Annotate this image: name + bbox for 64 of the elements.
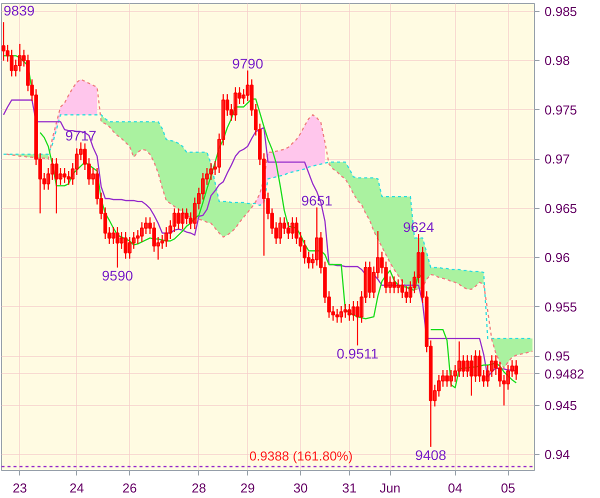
y-tick-label: 0.95	[544, 348, 570, 364]
candlestick	[445, 369, 449, 388]
y-tick-label: 0.965	[544, 200, 578, 216]
y-tick-label: 0.955	[544, 299, 578, 314]
annotation: 0.9511	[336, 345, 379, 362]
annotation: 9790	[232, 55, 264, 72]
annotation: 9624	[402, 219, 434, 236]
x-tick-label: 05	[500, 480, 516, 496]
y-tick-label: 0.97	[544, 152, 570, 167]
candlestick	[278, 216, 282, 244]
candlestick	[58, 167, 62, 186]
candlestick	[184, 208, 188, 225]
candlestick	[335, 308, 340, 324]
x-tick-label: 30	[293, 480, 308, 496]
candlestick	[176, 208, 180, 230]
candlestick	[352, 300, 356, 322]
x-tick-label: 23	[12, 480, 28, 496]
candlestick	[302, 239, 306, 264]
candlestick	[514, 360, 518, 380]
candlestick	[457, 340, 462, 378]
candlestick	[54, 158, 58, 214]
candlestick	[112, 226, 116, 244]
candlestick	[234, 86, 238, 122]
y-tick-label: 0.98	[544, 53, 570, 68]
y-tick-label: 0.96	[544, 250, 570, 266]
x-tick-label: 24	[70, 480, 84, 496]
candlestick	[116, 226, 120, 268]
candlestick	[2, 22, 6, 62]
candlestick	[286, 222, 290, 240]
ref-line-label: 0.9388 (161.80%)	[249, 448, 353, 464]
candlestick	[466, 354, 470, 378]
y-tick-label: 0.9482	[544, 366, 584, 382]
candlestick	[140, 222, 144, 243]
candlestick	[46, 167, 50, 190]
candlestick	[124, 231, 128, 260]
candlestick	[290, 216, 294, 240]
candlestick	[62, 167, 66, 184]
candlestick	[348, 303, 352, 322]
annotation: 9839	[4, 2, 35, 18]
x-tick-label: 29	[240, 480, 255, 496]
candlestick	[449, 369, 453, 388]
candlestick	[470, 354, 474, 396]
candlestick	[400, 278, 404, 299]
candlestick	[314, 206, 319, 266]
candlestick	[339, 305, 344, 324]
candlestick	[180, 208, 184, 230]
candlestick	[396, 278, 400, 294]
x-tick-label: Jun	[380, 480, 401, 496]
x-tick-label: 28	[192, 480, 206, 496]
y-tick-label: 0.94	[544, 447, 570, 462]
y-tick-label: 0.975	[544, 102, 578, 118]
candlestick	[10, 49, 14, 78]
candlestick	[18, 43, 22, 72]
x-tick-label: 31	[342, 480, 357, 496]
candlestick	[392, 276, 396, 294]
candlestick	[128, 236, 132, 260]
x-tick-label: 26	[122, 480, 137, 496]
y-tick-label: 0.945	[544, 398, 578, 413]
y-tick-label: 0.985	[544, 4, 578, 19]
x-tick-label: 04	[448, 480, 462, 496]
candlestick	[120, 231, 124, 250]
candlestick	[164, 226, 168, 248]
annotation: 9408	[415, 446, 447, 463]
annotation: 9590	[102, 268, 134, 284]
